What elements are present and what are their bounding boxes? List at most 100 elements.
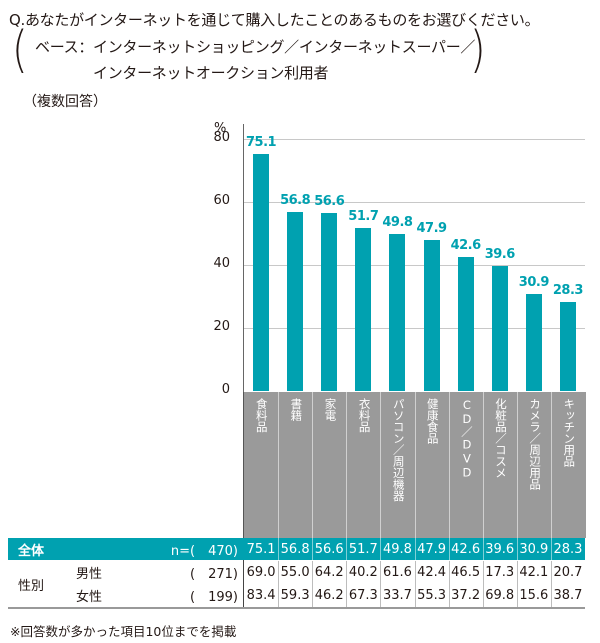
category-label: 化粧品／コスメ — [493, 398, 508, 479]
n-total: n=( 470) — [170, 543, 238, 559]
category-label: 家電 — [323, 398, 338, 421]
n-female: ( 199) — [190, 590, 238, 605]
column-divider — [346, 561, 348, 584]
column-divider — [550, 538, 552, 560]
table-cell: 59.3 — [280, 588, 310, 603]
column-divider — [346, 584, 348, 607]
table-cell: 55.3 — [417, 588, 447, 603]
column-divider — [414, 584, 416, 607]
table-cell: 64.2 — [314, 565, 344, 580]
y-tick-label: 0 — [221, 382, 230, 397]
column-divider — [346, 538, 348, 560]
gridline — [244, 202, 585, 203]
category-cell: 健康食品 — [414, 392, 449, 538]
category-cell: CD／DVD — [448, 392, 483, 538]
table-cell: 56.8 — [280, 541, 310, 557]
bar — [559, 301, 576, 391]
table-cell: 61.6 — [382, 565, 412, 580]
category-label: 書籍 — [289, 398, 304, 421]
table-cell: 39.6 — [485, 541, 515, 557]
multiple-answer-note: （複数回答） — [23, 94, 107, 110]
table-divider — [243, 560, 244, 607]
table-cell: 55.0 — [280, 565, 310, 580]
table-cell: 83.4 — [246, 588, 276, 603]
table-cell: 69.8 — [485, 588, 515, 603]
table-cell: 37.2 — [451, 588, 481, 603]
column-divider — [278, 538, 280, 560]
column-divider — [482, 538, 484, 560]
bar — [355, 228, 372, 391]
footnote: ※回答数が多かった項目10位までを掲載 — [10, 624, 237, 639]
table-cell: 46.2 — [314, 588, 344, 603]
column-divider — [312, 584, 314, 607]
gridline — [244, 328, 585, 329]
category-cell: 衣料品 — [346, 392, 380, 538]
table-cell: 49.8 — [382, 541, 412, 557]
column-divider — [414, 561, 416, 584]
column-divider — [550, 561, 552, 584]
table-cell: 17.3 — [485, 565, 515, 580]
y-tick-label: 60 — [213, 193, 230, 208]
bar-value-label: 51.7 — [348, 209, 379, 225]
row-label-female: 女性 — [76, 590, 103, 605]
base-description-line1: ベース：インターネットショッピング／インターネットスーパー／ — [35, 38, 476, 56]
bar-value-label: 28.3 — [552, 282, 584, 298]
bar-value-label: 75.1 — [246, 135, 277, 151]
column-divider — [312, 538, 314, 560]
bar — [491, 266, 508, 391]
bar-value-label: 42.6 — [450, 237, 482, 253]
column-divider — [312, 561, 314, 584]
category-label: パソコン／周辺機器 — [391, 398, 406, 502]
category-cell: パソコン／周辺機器 — [380, 392, 414, 538]
column-divider — [380, 584, 382, 607]
column-divider — [482, 561, 484, 584]
table-row-male: 男性 ( 271) 69.0 55.0 64.2 40.2 61.6 42.4 46.5 17… — [8, 561, 585, 584]
y-tick-label: 80 — [213, 130, 230, 145]
category-label: CD／DVD — [459, 398, 474, 480]
bar — [389, 234, 406, 391]
category-label: 衣料品 — [357, 398, 372, 433]
category-label-band: 食料品 書籍 家電 衣料品 パソコン／周辺機器 健康食品 CD／DVD 化粧品／コスメ カメラ／… — [243, 392, 586, 538]
category-label: キッチン用品 — [562, 398, 577, 467]
table-cell: 28.3 — [553, 541, 583, 557]
base-description-line2: インターネットオークション利用者 — [93, 64, 329, 82]
category-cell: キッチン用品 — [550, 392, 585, 538]
gridline — [244, 139, 585, 140]
y-axis — [243, 124, 244, 392]
bar — [287, 212, 304, 391]
table-row-female: 女性 ( 199) 83.4 59.3 46.2 67.3 33.7 55.3 37.2 69… — [8, 584, 585, 607]
question-title: Q.あなたがインターネットを通じて購入したことのあるものをお選びください。 — [9, 11, 540, 29]
table-cell: 38.7 — [553, 588, 583, 603]
row-label-male: 男性 — [76, 567, 103, 582]
category-cell: 書籍 — [278, 392, 312, 538]
y-tick-label: 20 — [213, 319, 230, 334]
table-cell: 40.2 — [348, 565, 378, 580]
category-cell: 化粧品／コスメ — [482, 392, 517, 538]
table-cell: 42.6 — [451, 541, 481, 557]
column-divider — [516, 584, 518, 607]
category-cell: 家電 — [312, 392, 346, 538]
column-divider — [448, 584, 450, 607]
table-cell: 46.5 — [451, 565, 481, 580]
bar — [525, 293, 542, 391]
bar-value-label: 56.6 — [314, 193, 345, 209]
table-cell: 67.3 — [348, 588, 378, 603]
column-divider — [380, 538, 382, 560]
category-cell: 食料品 — [244, 392, 278, 538]
table-cell: 56.6 — [314, 541, 344, 557]
y-tick-label: 40 — [213, 256, 230, 271]
table-cell: 47.9 — [417, 541, 447, 557]
column-divider — [516, 561, 518, 584]
table-cell: 15.6 — [519, 588, 549, 603]
table-cell: 75.1 — [246, 541, 276, 557]
bar — [321, 212, 338, 391]
column-divider — [448, 538, 450, 560]
bar — [457, 256, 474, 391]
bar-value-label: 56.8 — [280, 193, 311, 209]
category-label: 健康食品 — [425, 398, 440, 444]
column-divider — [482, 584, 484, 607]
table-cell: 42.4 — [417, 565, 447, 580]
table-cell: 20.7 — [553, 565, 583, 580]
table-cell: 33.7 — [382, 588, 412, 603]
table-cell: 69.0 — [246, 565, 276, 580]
